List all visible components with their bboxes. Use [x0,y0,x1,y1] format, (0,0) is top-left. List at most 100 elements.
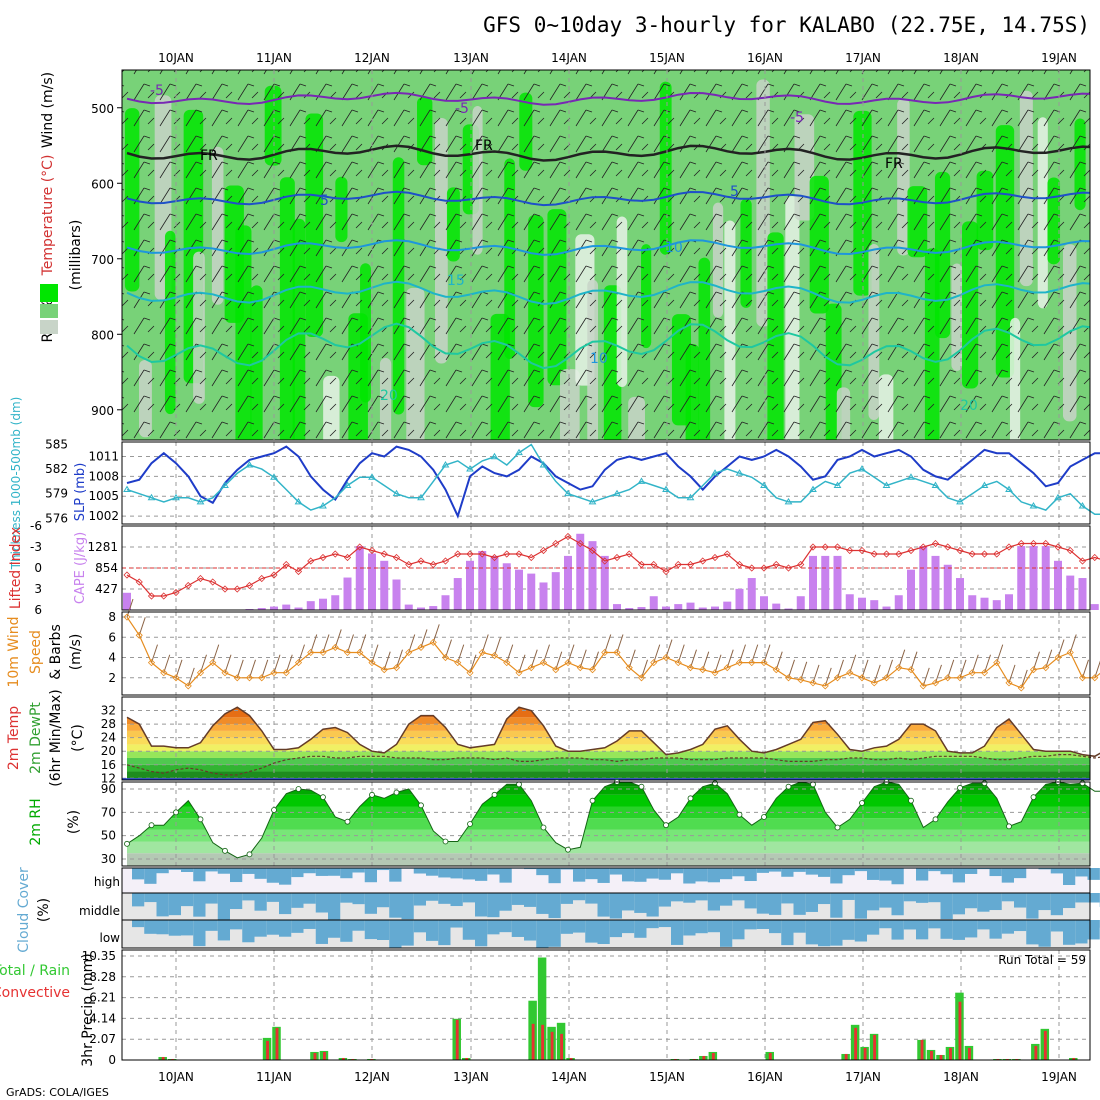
cloud-cell [377,893,390,908]
wind-marker [368,659,376,667]
wind-marker [650,659,658,667]
cloud-cell [879,893,892,908]
lifted-marker [637,560,646,569]
wind-barb [469,654,477,673]
rh-marker [957,784,963,791]
temp-bands [127,707,1090,779]
rh-marker [467,821,473,827]
thickness-marker [980,481,989,488]
cape-bar [1054,560,1062,610]
cloud-cell [1075,920,1088,944]
precip-conv-bar [863,1047,867,1060]
precip-conv-bar [370,1058,374,1060]
thickness-marker [907,473,915,480]
wind-marker [858,674,866,682]
cape-bar [723,601,732,610]
wind-barb [702,651,710,670]
wind-marker [294,659,303,667]
wind-marker [772,666,780,674]
precip-conv-bar [692,1058,696,1060]
lifted-marker [858,546,866,555]
slp-tick-1008: 1008 [88,469,119,483]
cloud-cell [168,920,181,936]
wind-marker [160,669,168,677]
thickness-marker [711,469,719,476]
wind-marker [319,648,327,657]
slp-tick-1005: 1005 [88,489,119,503]
rh-marker [981,780,988,787]
cloud-cell [683,868,696,884]
contour-label: -5 [150,83,164,99]
precip-conv-bar [996,1058,1000,1060]
lifted-marker [392,553,401,562]
thickness-marker [294,497,303,505]
lifted-marker [196,574,205,583]
wind-barb [249,659,256,678]
wind-barb [714,654,722,673]
rh-marker [540,824,547,831]
cloud-cell [230,893,243,910]
cloud-cell [965,893,978,909]
cape-bar [257,608,266,610]
rh-marker [491,791,498,798]
cloud-cell [303,893,316,904]
contour-label: -5 [790,110,804,126]
wind-barb [457,644,465,663]
run-total-label: Run Total = 59 [998,953,1086,967]
lifted-marker [588,546,597,555]
cloud-cell [328,868,341,876]
lifted-marker [1091,553,1099,562]
wind-barb [677,644,685,663]
pressure-tick-label-600: 600 [91,177,114,191]
cloud-cell [524,868,537,870]
cape-bar [1005,594,1013,610]
rh-marker [565,846,571,853]
lifted-marker [221,585,229,593]
thickness-marker [858,465,866,472]
cloud-cell [560,920,573,934]
cloud-cell [156,868,169,874]
rh-marker [393,789,400,796]
cape-bar [662,606,670,610]
cape-bar [809,555,817,610]
wind-marker [392,664,401,672]
cloud-cell [916,920,929,940]
wind-barb [849,654,857,673]
cape-bar [858,597,866,610]
thickness-marker [1078,501,1087,509]
rh-marker [1079,780,1086,787]
temp-band [127,751,1090,758]
cloud-cell [940,893,953,920]
cloud-cell [634,920,647,938]
lifted-marker [711,553,719,562]
cloud-cell [646,920,659,929]
cloud-cell [499,893,512,911]
precip-conv-bar [341,1057,345,1060]
wind-barb [506,644,514,663]
cloud-cell [450,893,463,907]
cape-bar [319,598,327,610]
cloud-cell [683,893,696,903]
temp-band [127,717,1090,725]
precip-panel: 0 2.07 4.14 6.21 8.28 10.35 Run Total = 59 Tota… [0,949,1091,1067]
wind-marker [870,679,878,687]
precip-conv-bar [920,1039,924,1060]
cape-bar [123,592,131,610]
rh-band [127,818,1090,830]
wind-barb [690,649,697,668]
cloud-cell [1038,893,1051,911]
wind-marker [343,648,352,657]
thickness-marker [613,489,621,497]
cape-bar [453,578,462,610]
cloud-cell [328,920,341,938]
wind-marker [723,664,731,672]
cloud-cell [830,868,843,884]
temp-tick-28: 28 [101,717,116,731]
lifted-marker [245,581,254,590]
cloud-cell [585,920,598,943]
cloud-cell [756,893,769,914]
cloud-cell [781,868,794,877]
cloud-cell [487,893,500,918]
lifted-marker [147,592,156,600]
cape-bar [919,546,928,610]
